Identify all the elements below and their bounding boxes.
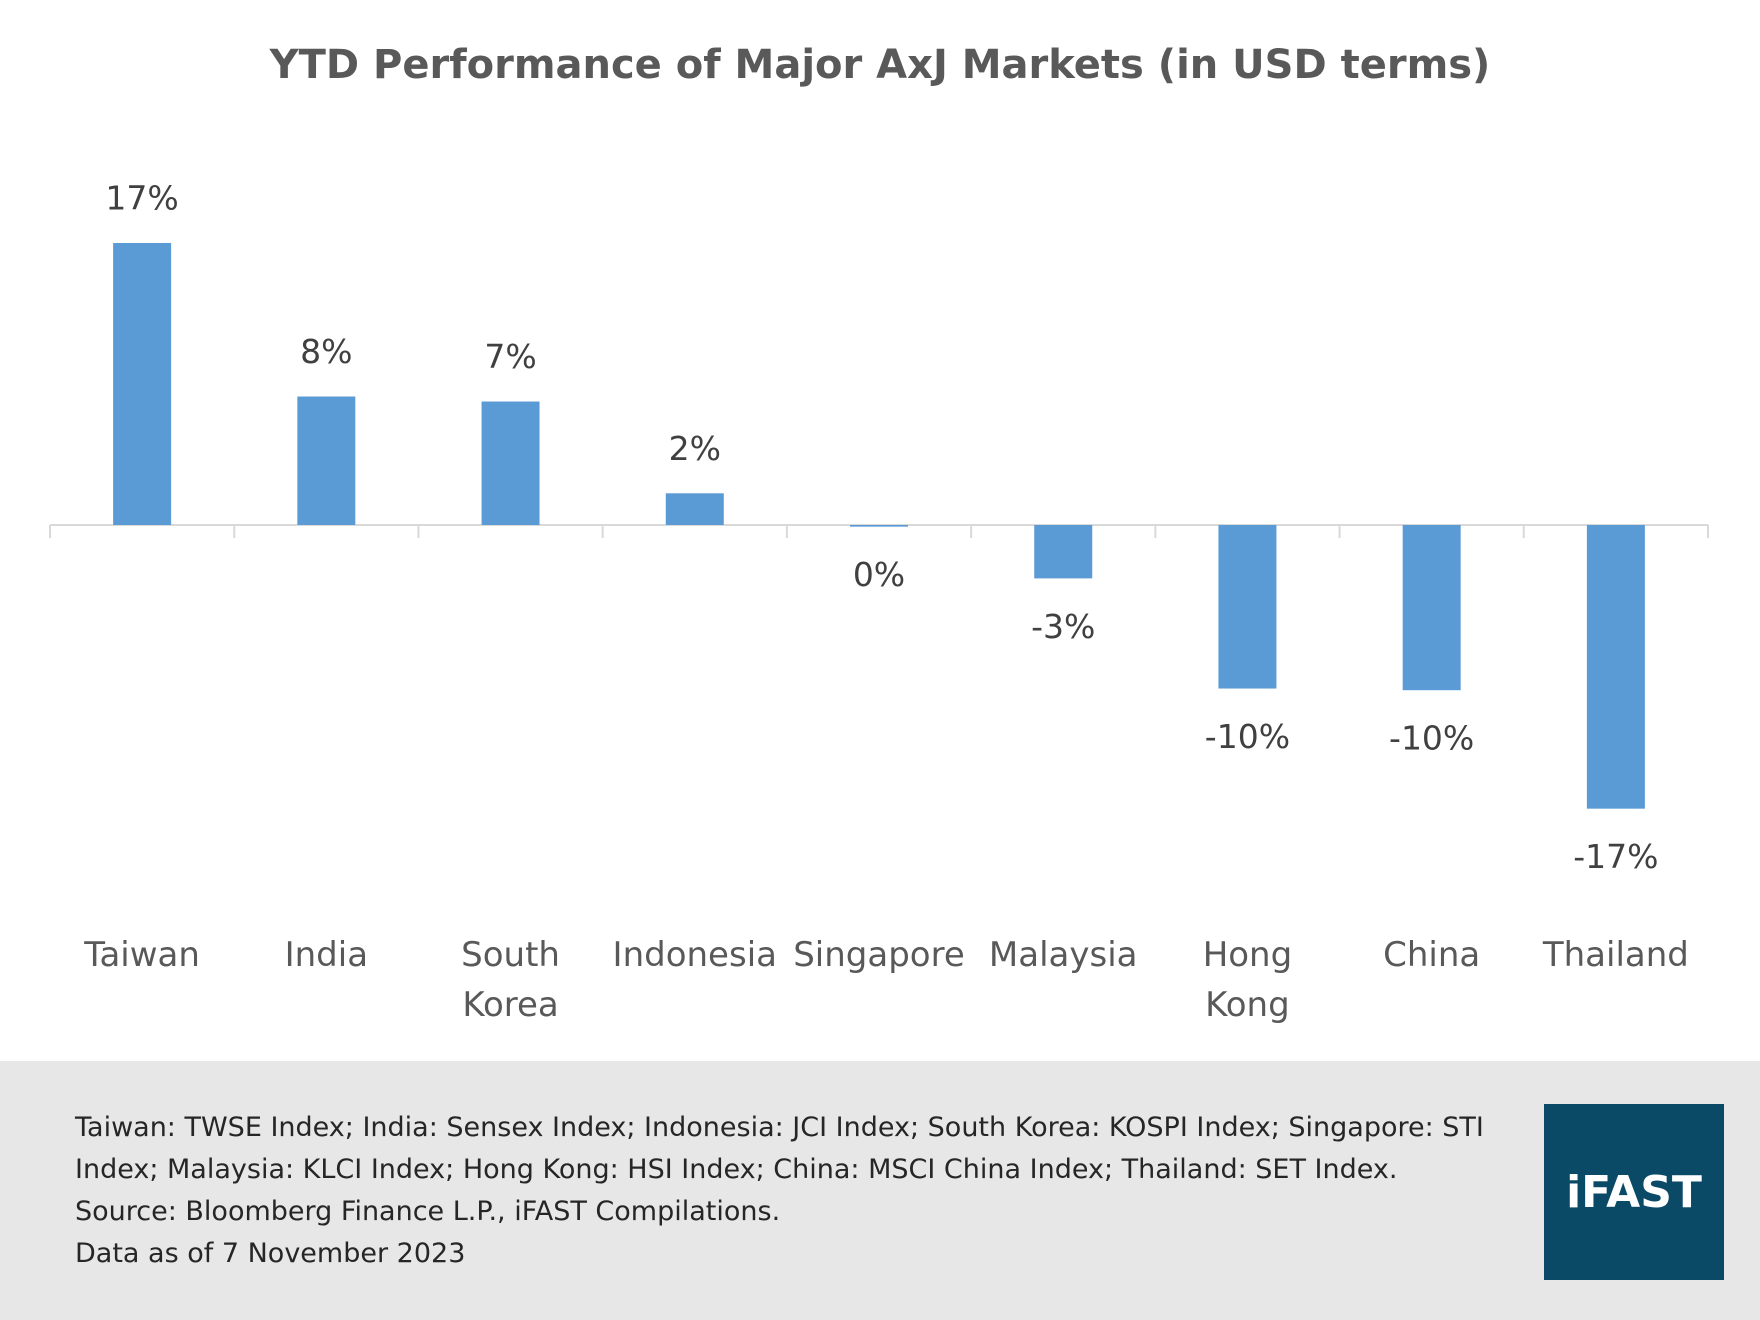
- note-line: Data as of 7 November 2023: [75, 1238, 466, 1269]
- bar: [1402, 525, 1461, 691]
- notes: Taiwan: TWSE Index; India: Sensex Index;…: [75, 1107, 1495, 1275]
- x-tick-label: Taiwan: [84, 935, 200, 975]
- x-tick-label: South Korea: [461, 935, 560, 1025]
- value-label: 17%: [105, 179, 178, 218]
- x-tick-label: India: [284, 935, 369, 975]
- value-label: 2%: [669, 429, 721, 468]
- bar: [1218, 525, 1277, 689]
- value-label: -10%: [1389, 719, 1474, 758]
- value-label: -10%: [1205, 717, 1290, 756]
- bar: [297, 396, 356, 525]
- footer: Taiwan: TWSE Index; India: Sensex Index;…: [0, 1061, 1760, 1320]
- bar: [481, 401, 540, 525]
- logo: iFAST: [1544, 1104, 1724, 1280]
- value-label: 7%: [484, 337, 536, 376]
- value-label: -17%: [1573, 837, 1658, 876]
- chart-title: YTD Performance of Major AxJ Markets (in…: [269, 42, 1491, 88]
- x-tick-label: Malaysia: [988, 935, 1138, 975]
- x-tick-label: Hong Kong: [1202, 935, 1293, 1025]
- note-line: Source: Bloomberg Finance L.P., iFAST Co…: [75, 1196, 781, 1227]
- bar: [1586, 525, 1645, 809]
- x-tick-label: Singapore: [793, 935, 965, 975]
- value-label: 8%: [300, 332, 352, 371]
- bar: [665, 493, 724, 525]
- value-label: 0%: [853, 555, 905, 594]
- bar: [113, 243, 172, 525]
- value-label: -3%: [1031, 607, 1095, 646]
- chart: YTD Performance of Major AxJ Markets (in…: [49, 42, 1709, 876]
- bar: [1034, 525, 1093, 579]
- x-tick-label: China: [1383, 935, 1481, 975]
- note-line: Taiwan: TWSE Index; India: Sensex Index;…: [75, 1112, 1484, 1185]
- x-tick-label: Indonesia: [612, 935, 777, 975]
- bar: [850, 525, 908, 527]
- x-tick-label: Thailand: [1542, 935, 1689, 975]
